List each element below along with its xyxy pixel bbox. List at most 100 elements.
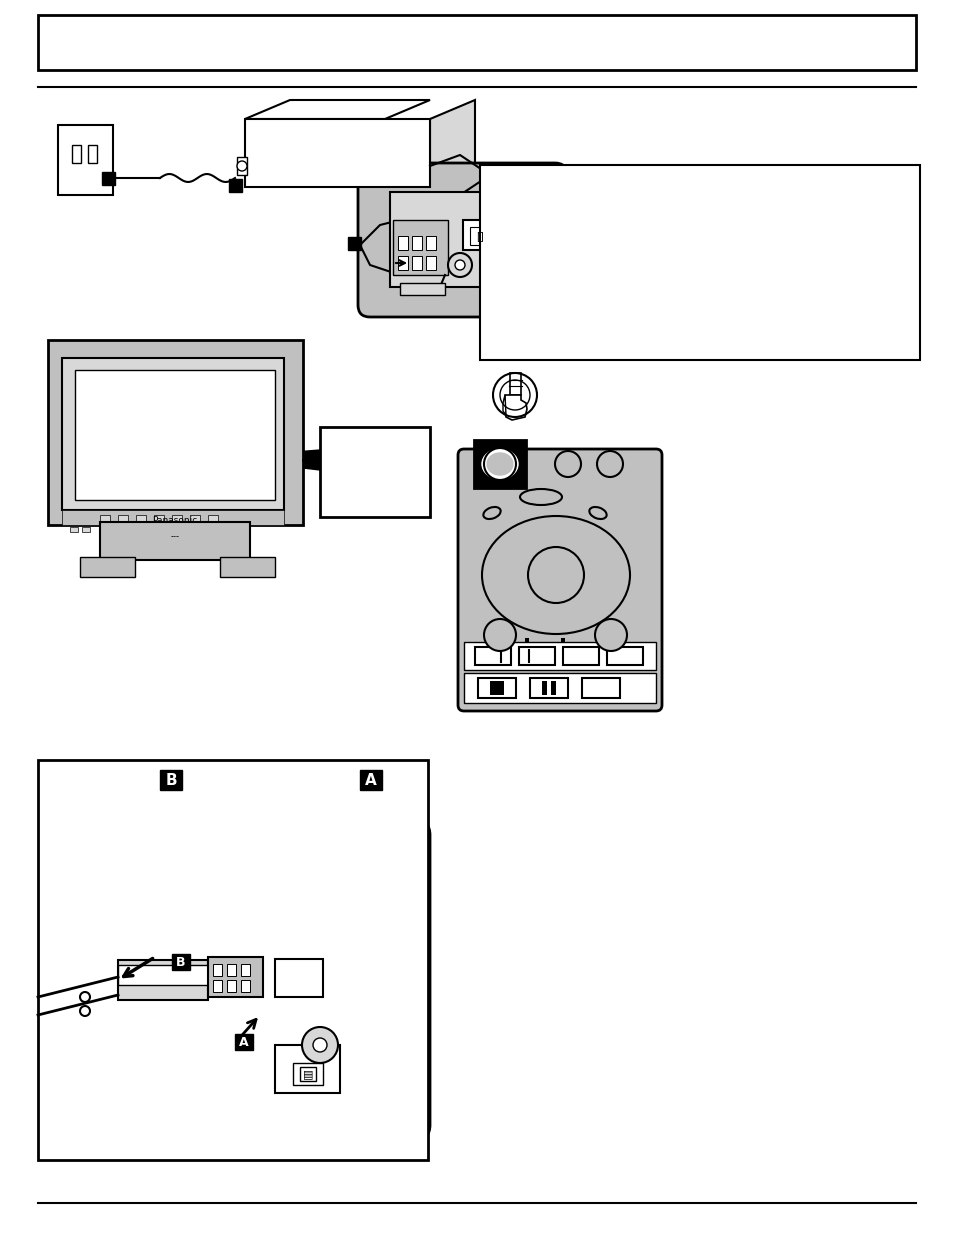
Bar (551, 680, 556, 695)
Bar (560, 638, 564, 643)
Bar (38, 15, 915, 70)
Bar (100, 515, 110, 522)
Bar (397, 236, 408, 249)
Bar (245, 119, 430, 186)
Bar (274, 960, 323, 997)
Bar (227, 981, 235, 992)
Bar (136, 527, 146, 532)
Bar (412, 256, 421, 270)
Bar (393, 220, 448, 275)
Polygon shape (585, 566, 607, 584)
Bar (518, 647, 555, 664)
Bar (241, 981, 250, 992)
Polygon shape (484, 650, 491, 662)
Polygon shape (538, 650, 544, 662)
FancyBboxPatch shape (457, 450, 661, 711)
Polygon shape (118, 957, 200, 963)
Bar (426, 236, 436, 249)
FancyBboxPatch shape (357, 163, 566, 317)
Bar (100, 527, 110, 532)
Bar (172, 515, 182, 522)
Bar (274, 1045, 339, 1093)
Bar (412, 236, 421, 249)
Polygon shape (626, 650, 635, 662)
Bar (130, 532, 220, 542)
Ellipse shape (483, 508, 500, 519)
Bar (136, 515, 146, 522)
Circle shape (313, 1037, 327, 1052)
Bar (490, 680, 503, 695)
Bar (102, 172, 115, 185)
Bar (339, 440, 395, 485)
Bar (597, 638, 600, 643)
Bar (172, 527, 182, 532)
Bar (88, 144, 97, 163)
Bar (470, 227, 490, 245)
Bar (70, 527, 78, 532)
Bar (62, 358, 284, 510)
Polygon shape (130, 953, 190, 963)
Bar (606, 647, 642, 664)
Circle shape (555, 451, 580, 477)
Bar (153, 515, 164, 522)
Bar (118, 515, 128, 522)
Bar (399, 283, 444, 295)
Bar (581, 678, 619, 698)
Bar (562, 647, 598, 664)
Bar (530, 678, 567, 698)
Bar (100, 522, 250, 559)
Text: ---: --- (171, 532, 179, 541)
Bar (118, 527, 128, 532)
Text: ▤: ▤ (302, 1070, 313, 1079)
Ellipse shape (486, 453, 513, 475)
Bar (48, 340, 303, 525)
FancyBboxPatch shape (107, 857, 393, 1113)
Bar (213, 981, 222, 992)
Bar (38, 760, 428, 1160)
Bar (80, 557, 135, 577)
Bar (208, 957, 263, 997)
Bar (475, 647, 511, 664)
Polygon shape (245, 100, 430, 119)
Bar (234, 1034, 253, 1050)
Bar (75, 370, 274, 500)
Bar (463, 673, 656, 703)
Polygon shape (620, 650, 628, 662)
Bar (153, 527, 164, 532)
Bar (339, 493, 370, 515)
Polygon shape (531, 650, 538, 662)
Polygon shape (503, 395, 526, 420)
Polygon shape (294, 450, 319, 471)
Bar (227, 965, 235, 976)
Polygon shape (510, 373, 520, 395)
Bar (118, 965, 208, 986)
Bar (293, 1063, 323, 1086)
Bar (348, 237, 360, 249)
Bar (71, 144, 81, 163)
Bar (488, 638, 492, 643)
Bar (463, 642, 656, 671)
Bar (477, 678, 516, 698)
Bar (426, 256, 436, 270)
Text: B: B (165, 773, 176, 788)
Polygon shape (503, 566, 525, 584)
Bar (62, 510, 284, 525)
Circle shape (597, 451, 622, 477)
Circle shape (527, 547, 583, 603)
Bar (462, 220, 500, 249)
Bar (319, 427, 430, 517)
Bar (82, 527, 90, 532)
Polygon shape (491, 650, 498, 662)
Polygon shape (595, 680, 608, 695)
Circle shape (80, 1007, 90, 1016)
Ellipse shape (519, 489, 561, 505)
FancyBboxPatch shape (80, 820, 430, 1140)
Polygon shape (546, 522, 564, 545)
Ellipse shape (481, 450, 517, 479)
Polygon shape (571, 650, 578, 662)
Bar (220, 557, 274, 577)
Bar (213, 965, 222, 976)
Circle shape (236, 161, 247, 170)
Polygon shape (502, 395, 505, 415)
Bar (479, 165, 919, 359)
